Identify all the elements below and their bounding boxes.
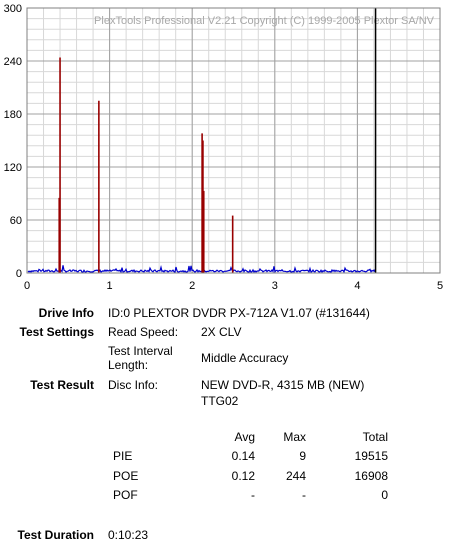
results-header: Avg Max Total	[0, 430, 451, 444]
test-settings-label: Test Settings	[19, 325, 94, 339]
x-tick-label: 0	[24, 280, 30, 292]
x-tick-label: 2	[189, 280, 195, 292]
row-avg: -	[251, 488, 255, 502]
disc-info-label: Disc Info:	[108, 378, 159, 392]
interval-value: Middle Accuracy	[201, 351, 289, 365]
test-duration-value: 0:10:23	[108, 528, 149, 542]
row-total: 0	[381, 488, 388, 502]
test-settings-row: Test Settings Read Speed: 2X CLV	[0, 325, 451, 339]
interval-row: Test Interval Length: Middle Accuracy	[0, 344, 451, 372]
col-avg-header: Avg	[234, 430, 255, 444]
read-speed-label: Read Speed:	[108, 325, 179, 339]
x-tick-label: 5	[437, 280, 443, 292]
disc-info-value: NEW DVD-R, 4315 MB (NEW)	[201, 378, 365, 392]
interval-label-line1: Test Interval	[108, 344, 173, 358]
test-duration-label: Test Duration	[17, 528, 94, 542]
y-tick-label: 180	[4, 109, 22, 121]
table-row: POF - - 0	[0, 488, 451, 502]
row-avg: 0.14	[231, 449, 255, 463]
row-name: POF	[113, 488, 138, 502]
col-max-header: Max	[283, 430, 306, 444]
test-duration-row: Test Duration 0:10:23	[0, 528, 451, 542]
disc-info-value-2: TTG02	[201, 394, 239, 408]
row-name: PIE	[113, 449, 133, 463]
y-tick-label: 60	[10, 215, 22, 227]
interval-label-line2: Length:	[108, 358, 149, 372]
test-result-row: Test Result Disc Info: NEW DVD-R, 4315 M…	[0, 378, 451, 408]
error-chart: PlexTools Professional V2.21 Copyright (…	[4, 3, 443, 292]
read-speed-value: 2X CLV	[201, 325, 242, 339]
row-avg: 0.12	[231, 469, 255, 483]
x-tick-label: 1	[107, 280, 113, 292]
chart-svg: PlexTools Professional V2.21 Copyright (…	[4, 3, 443, 292]
row-total: 19515	[354, 449, 388, 463]
row-max: 244	[285, 469, 306, 483]
row-name: POE	[113, 469, 139, 483]
drive-info-label: Drive Info	[38, 306, 94, 320]
drive-info-value: ID:0 PLEXTOR DVDR PX-712A V1.07 (#131644…	[108, 306, 370, 320]
table-row: POE 0.12 244 16908	[0, 469, 451, 483]
x-tick-label: 3	[272, 280, 278, 292]
row-total: 16908	[354, 469, 388, 483]
x-tick-label: 4	[354, 280, 360, 292]
table-row: PIE 0.14 9 19515	[0, 449, 451, 463]
y-tick-label: 120	[4, 162, 22, 174]
col-total-header: Total	[362, 430, 388, 444]
chart-watermark: PlexTools Professional V2.21 Copyright (…	[94, 15, 435, 27]
drive-info-row: Drive Info ID:0 PLEXTOR DVDR PX-712A V1.…	[0, 306, 451, 320]
row-max: 9	[299, 449, 306, 463]
plot-frame	[26, 7, 441, 274]
row-max: -	[302, 488, 306, 502]
y-tick-label: 0	[16, 268, 22, 280]
y-tick-label: 240	[4, 56, 22, 68]
plot-area	[27, 8, 440, 273]
results-table: Avg Max Total PIE 0.14 9 19515 POE 0.12 …	[0, 430, 451, 505]
test-result-label: Test Result	[30, 378, 94, 392]
y-tick-label: 300	[4, 3, 22, 15]
